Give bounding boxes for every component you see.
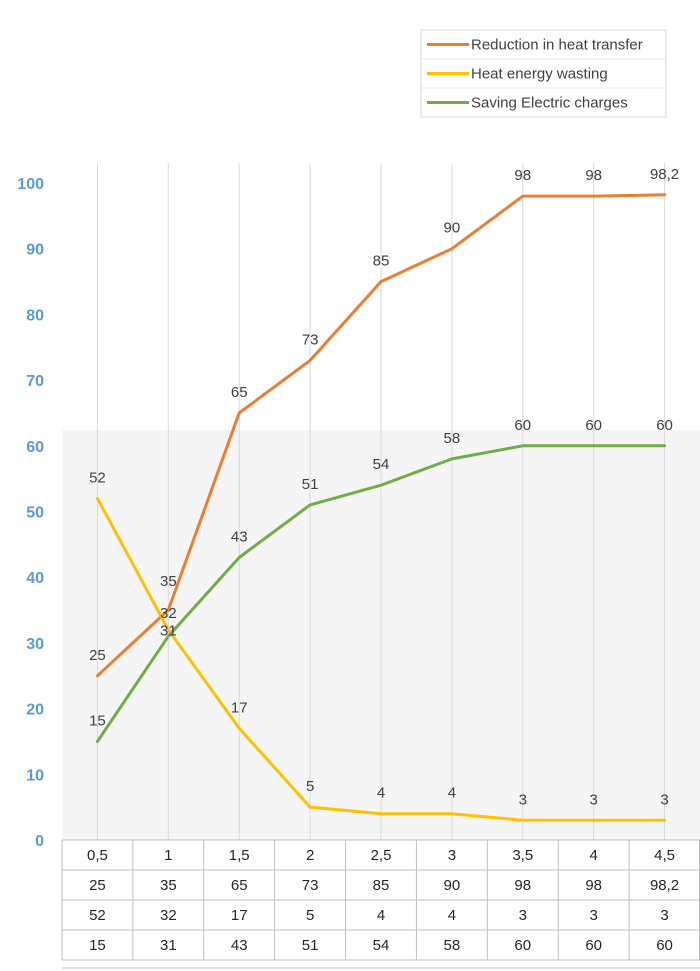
data-label: 4 [377,785,385,802]
y-tick-label: 70 [26,373,44,390]
table-value-cell: 60 [656,937,673,954]
table-value-cell: 98 [514,877,531,894]
y-tick-label: 0 [35,833,44,850]
data-label: 60 [514,417,531,434]
data-table: 0,5 1 1,5 2 2,5 3 3,5 4 4,525 35 65 73 85 90 98 98 98,25… [61,839,700,969]
data-label: 54 [373,456,390,473]
legend-label: Reduction in heat transfer [471,37,643,54]
legend: Reduction in heat transfer Heat energy wa… [420,29,667,118]
x-category-cell: 1 [164,847,172,864]
y-tick-label: 30 [26,636,44,653]
data-label: 17 [231,699,248,716]
table-value-cell: 3 [660,907,668,924]
data-label: 85 [373,253,390,270]
table-value-cell: 51 [302,937,319,954]
data-label: 60 [656,417,673,434]
table-value-cell: 3 [589,907,597,924]
series-lines [95,193,667,822]
data-label: 3 [589,791,597,808]
data-label: 73 [302,331,319,348]
series-line [95,193,667,678]
data-label: 98 [585,167,602,184]
series-line [95,444,667,743]
table-value-cell: 35 [160,877,177,894]
data-label: 32 [160,605,177,622]
table-value-cell: 60 [514,937,531,954]
table-value-cell: 98,2 [650,877,679,894]
table-value-cell: 4 [377,907,385,924]
table-value-cell: 15 [89,937,106,954]
y-tick-label: 10 [26,767,44,784]
x-category-cell: 4,5 [654,847,675,864]
legend-label: Saving Electric charges [471,95,628,112]
table-value-cell: 52 [89,907,106,924]
vertical-gridlines [96,163,666,840]
data-label: 15 [89,712,106,729]
data-label: 3 [519,791,527,808]
x-category-cell: 3 [448,847,456,864]
x-category-cell: 2 [306,847,314,864]
table-value-cell: 17 [231,907,248,924]
data-label: 43 [231,528,248,545]
y-axis: 0 10 20 30 40 50 60 70 80 90 100 [17,176,44,850]
y-tick-label: 100 [17,176,44,193]
table-value-cell: 25 [89,877,106,894]
y-tick-label: 40 [26,570,44,587]
data-label: 4 [448,785,456,802]
data-label: 5 [306,778,314,795]
data-label: 3 [660,791,668,808]
data-label: 98,2 [650,166,679,183]
table-value-cell: 73 [302,877,319,894]
table-value-cell: 5 [306,907,314,924]
legend-label: Heat energy wasting [471,66,608,83]
table-value-cell: 3 [519,907,527,924]
data-label: 35 [160,573,177,590]
x-category-cell: 3,5 [512,847,533,864]
table-value-cell: 4 [448,907,456,924]
x-category-cell: 0,5 [87,847,108,864]
data-label: 65 [231,384,248,401]
y-tick-label: 90 [26,242,44,259]
y-tick-label: 80 [26,307,44,324]
data-label: 31 [160,622,177,639]
x-category-cell: 1,5 [229,847,250,864]
table-value-cell: 32 [160,907,177,924]
table-value-cell: 85 [373,877,390,894]
data-label: 98 [514,167,531,184]
data-label: 58 [444,430,461,447]
x-category-cell: 2,5 [371,847,392,864]
data-label: 60 [585,417,602,434]
table-value-cell: 98 [585,877,602,894]
data-label: 25 [89,647,106,664]
x-category-cell: 4 [589,847,597,864]
table-value-cell: 54 [373,937,390,954]
y-tick-label: 60 [26,439,44,456]
data-label: 52 [89,469,106,486]
y-tick-label: 50 [26,505,44,522]
data-label: 90 [444,220,461,237]
data-label: 51 [302,476,319,493]
y-tick-label: 20 [26,702,44,719]
table-value-cell: 58 [444,937,461,954]
table-value-cell: 60 [585,937,602,954]
series-line [95,496,667,822]
table-value-cell: 65 [231,877,248,894]
table-value-cell: 43 [231,937,248,954]
table-value-cell: 90 [444,877,461,894]
table-value-cell: 31 [160,937,177,954]
